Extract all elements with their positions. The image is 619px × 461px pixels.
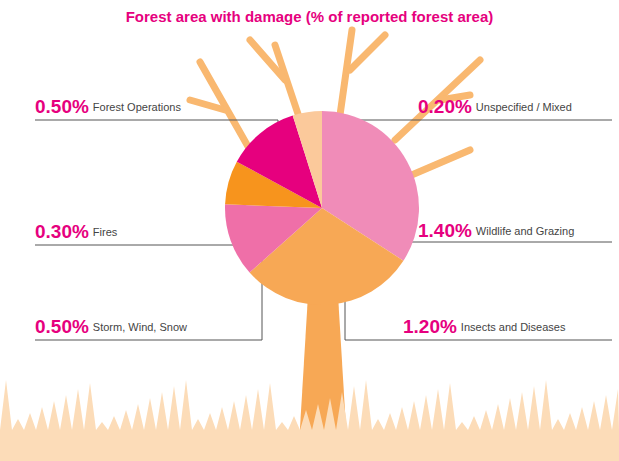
svg-text:0.50%: 0.50% — [35, 316, 89, 337]
svg-text:Insects and Diseases: Insects and Diseases — [461, 321, 566, 333]
svg-text:0.30%: 0.30% — [35, 221, 89, 242]
svg-text:Forest Operations: Forest Operations — [93, 101, 182, 113]
svg-text:1.20%: 1.20% — [403, 316, 457, 337]
svg-text:Forest area with damage (% of: Forest area with damage (% of reported f… — [126, 8, 494, 25]
svg-text:Fires: Fires — [93, 226, 118, 238]
svg-text:Unspecified / Mixed: Unspecified / Mixed — [476, 101, 572, 113]
svg-text:Wildlife and Grazing: Wildlife and Grazing — [476, 225, 574, 237]
svg-text:Storm, Wind, Snow: Storm, Wind, Snow — [93, 321, 187, 333]
svg-text:0.50%: 0.50% — [35, 96, 89, 117]
svg-text:0.20%: 0.20% — [418, 96, 472, 117]
svg-text:1.40%: 1.40% — [418, 220, 472, 241]
